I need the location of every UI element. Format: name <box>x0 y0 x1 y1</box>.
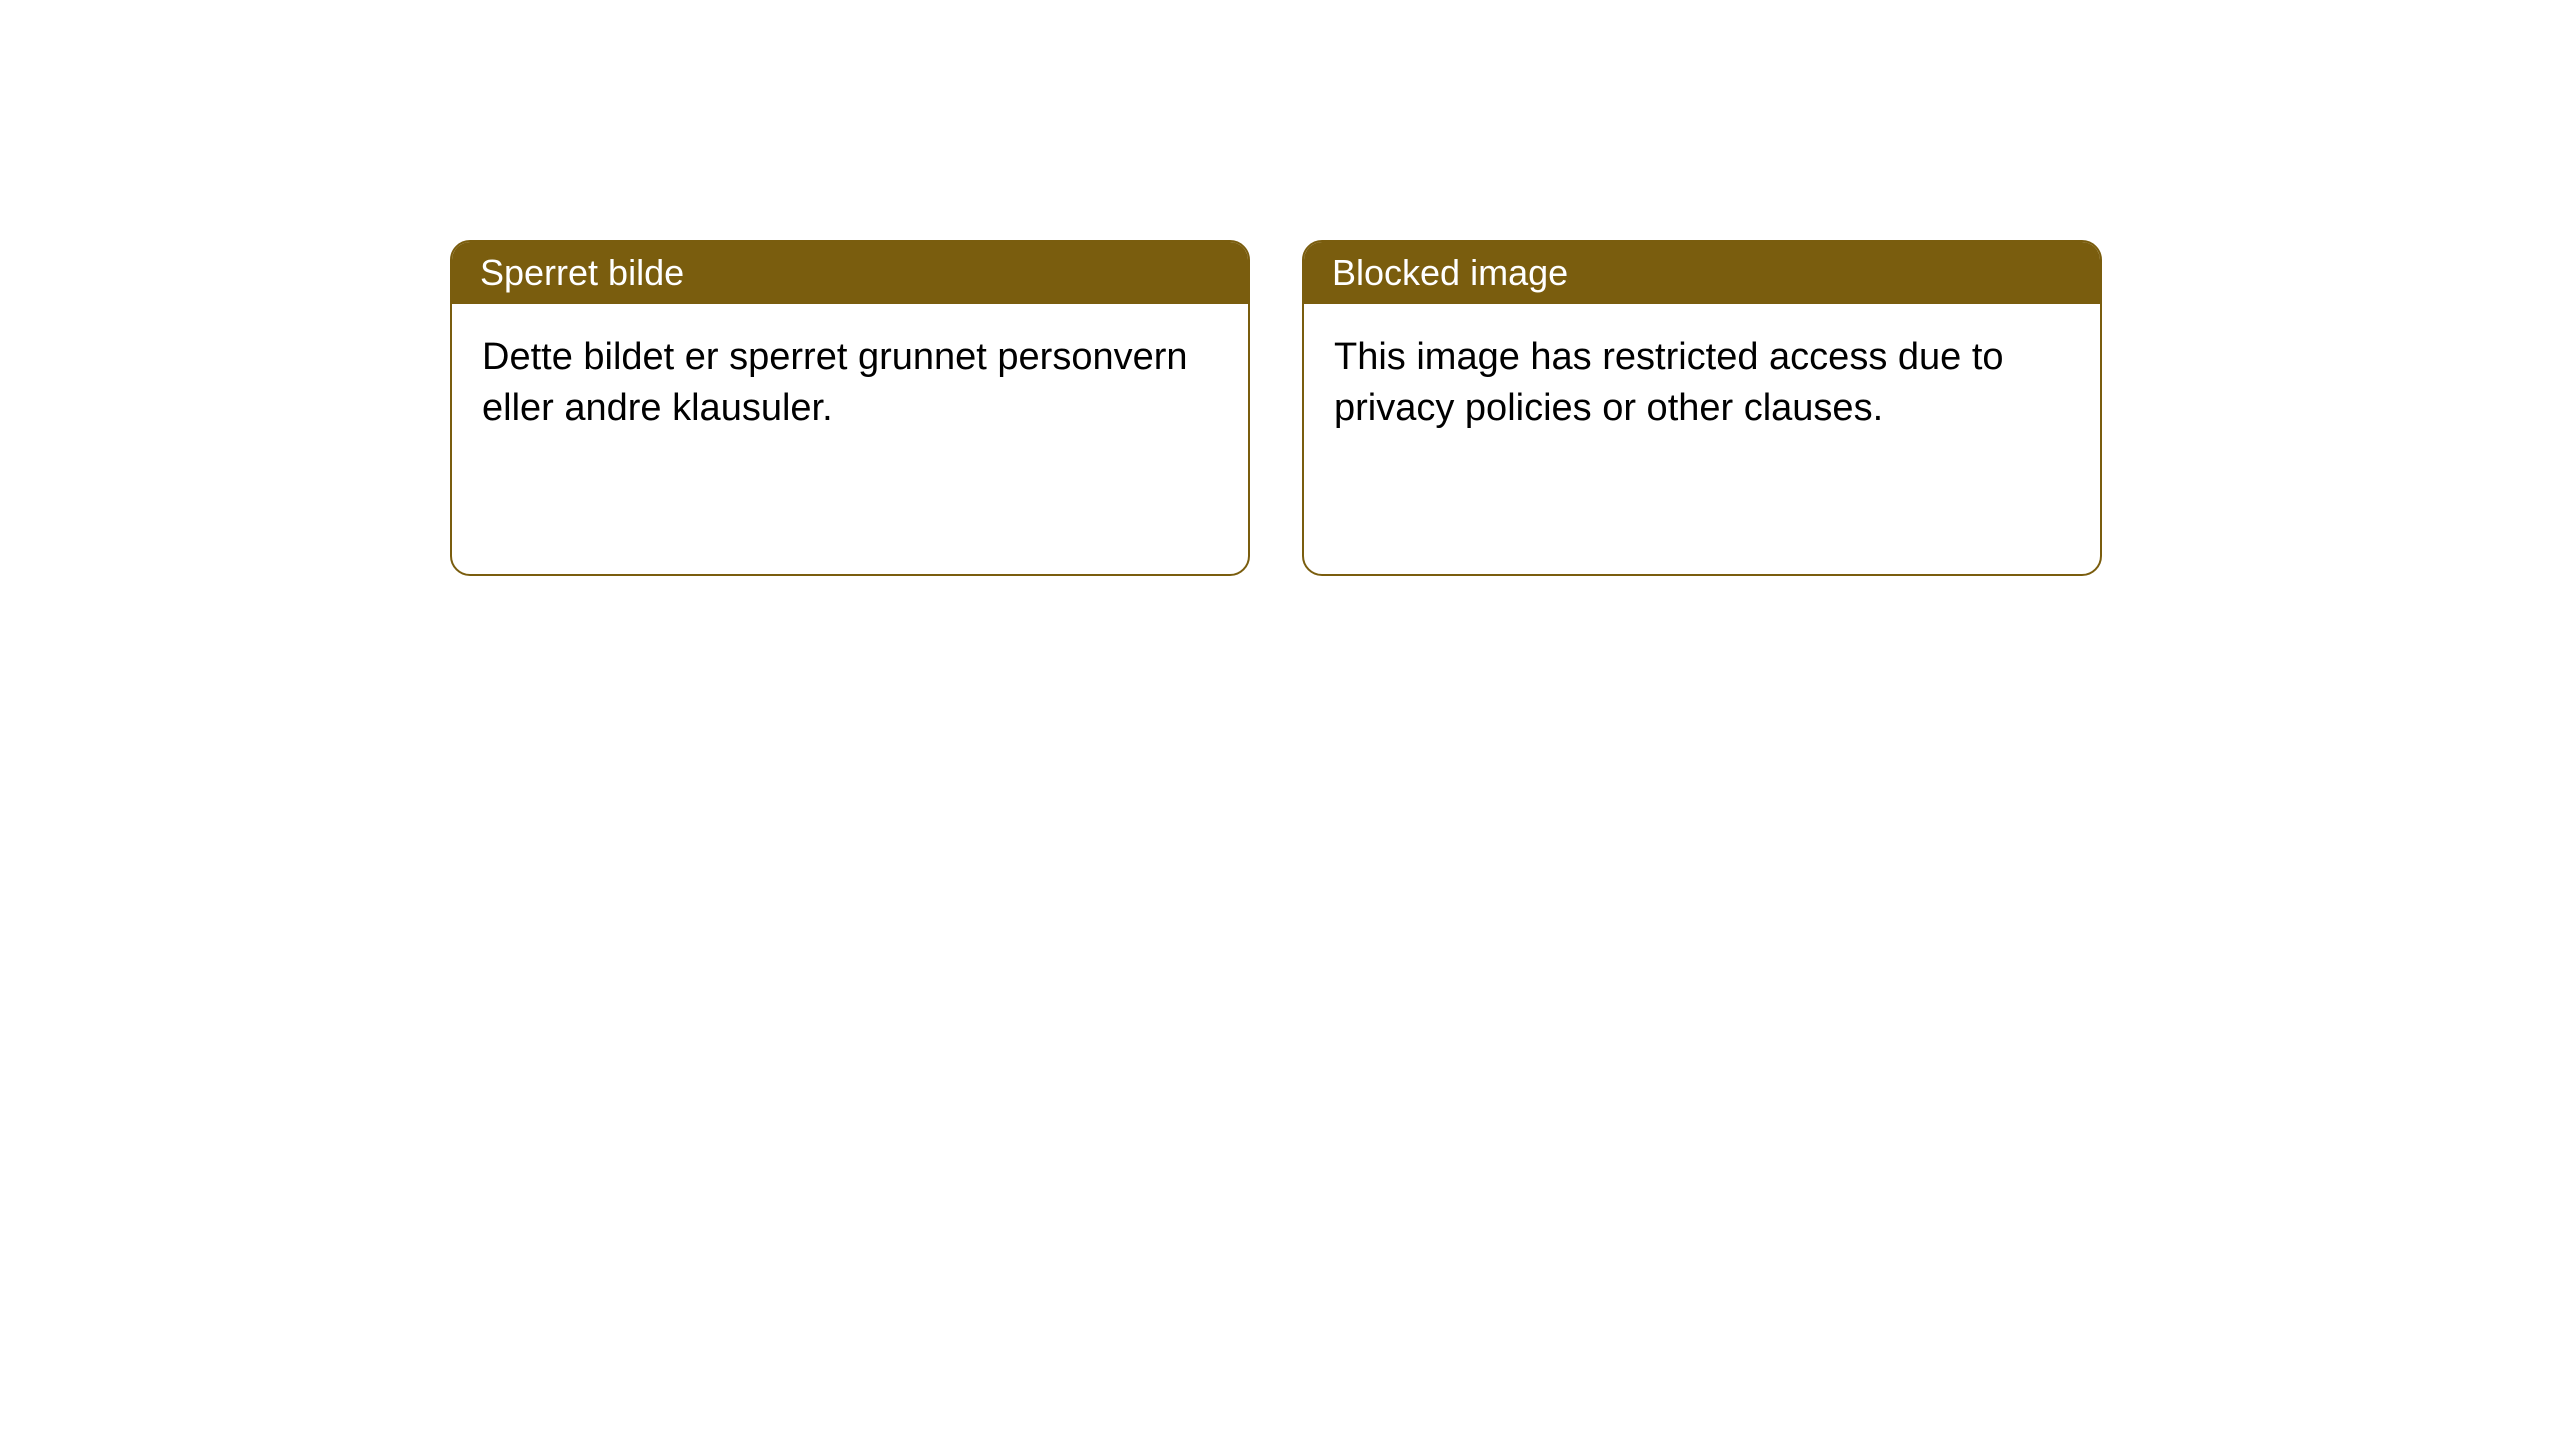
notice-header-english: Blocked image <box>1304 242 2100 304</box>
notice-title-norwegian: Sperret bilde <box>480 252 684 293</box>
notice-title-english: Blocked image <box>1332 252 1568 293</box>
notice-card-english: Blocked image This image has restricted … <box>1302 240 2102 576</box>
notice-container: Sperret bilde Dette bildet er sperret gr… <box>450 240 2102 576</box>
notice-header-norwegian: Sperret bilde <box>452 242 1248 304</box>
notice-body-english: This image has restricted access due to … <box>1304 304 2100 463</box>
notice-body-norwegian: Dette bildet er sperret grunnet personve… <box>452 304 1248 463</box>
notice-message-norwegian: Dette bildet er sperret grunnet personve… <box>482 336 1188 429</box>
notice-card-norwegian: Sperret bilde Dette bildet er sperret gr… <box>450 240 1250 576</box>
notice-message-english: This image has restricted access due to … <box>1334 336 2004 429</box>
